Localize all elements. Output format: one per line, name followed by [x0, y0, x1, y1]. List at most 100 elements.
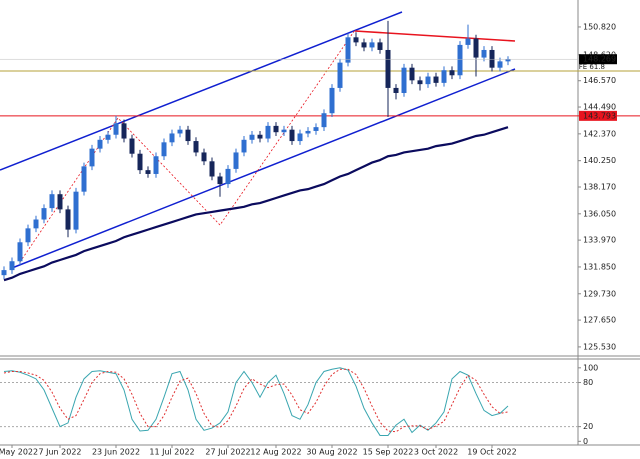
candle-body	[193, 141, 199, 153]
candle-body	[369, 42, 375, 48]
candle-body	[505, 59, 511, 62]
candle-body	[337, 62, 343, 88]
candle-body	[417, 80, 423, 85]
candle-body	[201, 152, 207, 162]
candle-body	[489, 49, 495, 68]
candle-body	[329, 87, 335, 114]
candle-body	[209, 161, 215, 177]
y-tick-label: 125.530	[583, 342, 616, 351]
candle-body	[73, 191, 79, 230]
candle-body	[33, 219, 39, 229]
candle-body	[97, 139, 103, 149]
candle-body	[441, 70, 447, 83]
y-tick-label: 0	[583, 437, 588, 446]
x-tick-label: 19 Oct 2022	[467, 448, 516, 457]
x-tick-label: 30 May 2022	[0, 448, 38, 457]
level-box	[579, 110, 617, 121]
level-label: 143.793	[583, 111, 616, 120]
candle-body	[233, 152, 239, 169]
candle-body	[273, 125, 279, 133]
candle-body	[57, 194, 63, 210]
candle-body	[241, 139, 247, 153]
x-tick-label: 23 Jun 2022	[92, 448, 140, 457]
triangle-top	[354, 30, 516, 42]
oscillator-line	[3, 368, 509, 433]
y-tick-label: 144.490	[583, 103, 616, 112]
candle-body	[1, 270, 7, 276]
candle-body	[177, 129, 183, 134]
candle-body	[457, 44, 463, 76]
candle-body	[121, 123, 127, 139]
x-tick-label: 11 Jul 2022	[149, 448, 194, 457]
candle-body	[449, 70, 455, 76]
candle-body	[217, 176, 223, 185]
candle-body	[473, 38, 479, 58]
candle-body	[313, 127, 319, 131]
candle-body	[385, 49, 391, 88]
candle-body	[137, 153, 143, 171]
y-tick-label: 129.730	[583, 289, 616, 298]
candle-body	[89, 148, 95, 167]
x-tick-label: 27 Jul 2022	[205, 448, 250, 457]
x-tick-label: 3 Oct 2022	[414, 448, 458, 457]
channel-lower	[11, 68, 516, 269]
candle-body	[481, 49, 487, 58]
y-tick-label: 140.250	[583, 156, 616, 165]
x-tick-label: 30 Aug 2022	[306, 448, 357, 457]
x-tick-label: 12 Aug 2022	[250, 448, 301, 457]
candle-body	[289, 129, 295, 142]
y-tick-label: 131.850	[583, 262, 616, 271]
y-tick-label: 133.970	[583, 236, 616, 245]
candle-body	[497, 61, 503, 68]
candle-body	[377, 42, 383, 50]
candle-body	[25, 228, 31, 243]
candle-body	[425, 76, 431, 85]
candle-body	[409, 67, 415, 81]
y-tick-label: 150.820	[583, 22, 616, 31]
x-tick-label: 15 Sep 2022	[363, 448, 414, 457]
current-price-box	[579, 54, 617, 65]
candle-body	[249, 134, 255, 140]
candle-body	[257, 134, 263, 139]
candle-body	[401, 67, 407, 93]
y-tick-label: 136.050	[583, 209, 616, 218]
candle-body	[129, 138, 135, 154]
x-tick-label: 7 Jun 2022	[38, 448, 81, 457]
candle-body	[9, 261, 15, 271]
channel-upper	[0, 11, 403, 171]
candle-body	[81, 166, 87, 192]
candle-body	[281, 129, 287, 133]
candle-body	[265, 125, 271, 139]
candle-body	[161, 142, 167, 157]
candle-body	[49, 194, 55, 209]
candle-body	[169, 133, 175, 143]
y-tick-label: 127.650	[583, 316, 616, 325]
candle-body	[465, 38, 471, 45]
current-price-label: 148.269	[583, 55, 616, 64]
moving-average	[3, 126, 509, 282]
candle-body	[113, 123, 119, 135]
candle-body	[185, 129, 191, 142]
candle-body	[41, 208, 47, 220]
candle-body	[145, 170, 151, 174]
candle-body	[305, 130, 311, 134]
y-tick-label: 100	[583, 363, 598, 372]
candle-body	[353, 37, 359, 43]
candle-body	[65, 209, 71, 230]
candle-body	[225, 168, 231, 185]
fib-label: FE 61.8	[579, 63, 605, 71]
candle-body	[361, 42, 367, 48]
candle-body	[105, 134, 111, 140]
candle-body	[345, 37, 351, 63]
candle-body	[433, 76, 439, 83]
candle-body	[153, 156, 159, 174]
y-tick-label: 142.370	[583, 129, 616, 138]
y-tick-label: 80	[583, 378, 593, 387]
zigzag	[19, 29, 356, 263]
candle-body	[393, 87, 399, 93]
candle-body	[297, 133, 303, 142]
drawings	[0, 11, 516, 269]
y-tick-label: 138.170	[583, 182, 616, 191]
